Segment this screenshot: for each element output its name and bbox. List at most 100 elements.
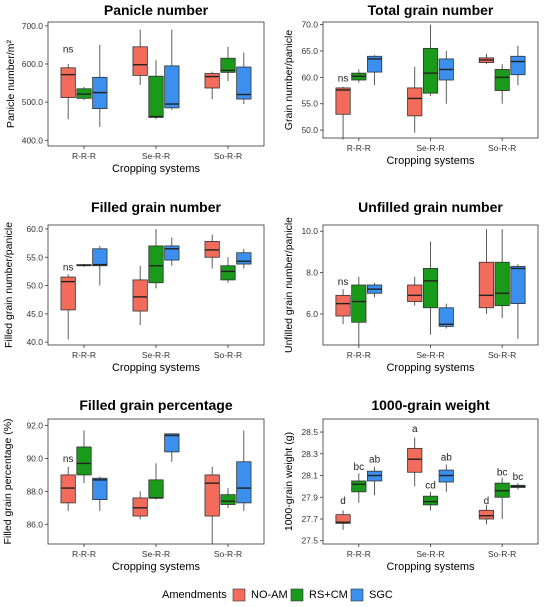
x-axis-label: Cropping systems (112, 362, 201, 374)
y-tick-label: 40.0 (26, 337, 43, 347)
box-body (60, 474, 76, 504)
legend-swatch-sgc (350, 588, 364, 602)
x-tick-label: Se-R-R (416, 143, 444, 153)
legend-label-rs-cm: RS+CM (309, 589, 348, 601)
box-rs-cm-se-r-r (148, 463, 164, 500)
box-sgc-r-r-r (92, 245, 108, 286)
panel-1000-grain-weight: 1000-grain weight 27.5 27.7 27.9 28.1 28.3 28.… (283, 397, 539, 573)
box-no-am-se-r-r (407, 66, 423, 133)
box-body (132, 279, 148, 312)
box-body (478, 261, 494, 309)
x-axis-label: Cropping systems (386, 362, 475, 374)
box-body (132, 46, 148, 76)
significance-label: ns (338, 74, 349, 85)
box-rs-cm-so-r-r (220, 46, 236, 82)
x-tick-label: So-R-R (214, 549, 242, 559)
x-tick-label: So-R-R (214, 350, 242, 360)
box-body (438, 307, 454, 327)
box-body (494, 69, 510, 91)
y-tick-label: 400.0 (22, 135, 44, 145)
y-tick-label: 500.0 (22, 97, 44, 107)
x-axis-label: Cropping systems (386, 561, 475, 573)
box-body (236, 66, 252, 100)
box-no-am-se-r-r (132, 491, 148, 520)
panel-title: Total grain number (368, 2, 494, 18)
box-sgc-se-r-r (164, 237, 180, 266)
box-body (60, 67, 76, 98)
box-no-am-so-r-r (478, 53, 494, 65)
significance-label: bc (354, 462, 365, 473)
legend: Amendments NO-AM RS+CM SGC (162, 588, 393, 602)
panel-filled-grain-percentage: Filled grain percentage 86.0 88.0 90.0 92.0 R… (2, 397, 265, 573)
box-body (220, 265, 236, 281)
box-body (236, 461, 252, 504)
significance-label: bc (497, 468, 508, 479)
box-sgc-se-r-r (438, 51, 454, 104)
y-tick-label: 700.0 (22, 21, 44, 31)
y-tick-label: 27.7 (301, 514, 318, 524)
x-tick-label: R-R-R (347, 549, 371, 559)
box-body (204, 73, 220, 89)
box-no-am-so-r-r (478, 229, 494, 314)
x-axis-label: Cropping systems (386, 155, 475, 167)
box-body (92, 248, 108, 267)
y-tick-label: 55.0 (301, 99, 318, 109)
x-tick-label: Se-R-R (416, 549, 444, 559)
significance-label: ns (63, 262, 74, 273)
box-rs-cm-so-r-r (220, 488, 236, 508)
box-sgc-so-r-r (510, 45, 526, 86)
y-tick-label: 50.0 (26, 281, 43, 291)
box-rs-cm-se-r-r (422, 241, 439, 335)
legend-label-no-am: NO-AM (251, 589, 288, 601)
y-tick-label: 27.5 (301, 536, 318, 546)
box-rs-cm-r-r-r (76, 430, 92, 484)
box-sgc-se-r-r (164, 433, 180, 462)
y-axis-label: Filled grain percentage (%) (2, 418, 14, 544)
box-body (494, 261, 510, 307)
legend-swatch-no-am (232, 588, 246, 602)
panel-unfilled-grain-number: Unfilled grain number 6.0 8.0 10.0 R-R-R Se-R… (283, 199, 539, 374)
box-no-am-r-r-r (60, 63, 76, 120)
y-tick-label: 45.0 (26, 309, 43, 319)
panel-title: 1000-grain weight (371, 397, 490, 413)
y-tick-label: 28.3 (301, 449, 318, 459)
box-no-am-so-r-r (204, 71, 220, 100)
panel-filled-grain-number: Filled grain number 40.0 45.0 50.0 55.0 60.0 R… (3, 199, 265, 374)
y-tick-label: 60.0 (301, 72, 318, 82)
box-sgc-r-r-r (367, 282, 383, 298)
y-tick-label: 65.0 (301, 46, 318, 56)
y-tick-label: 55.0 (26, 252, 43, 262)
x-axis-label: Cropping systems (112, 163, 201, 175)
box-body (407, 284, 423, 302)
box-body (351, 480, 367, 493)
x-tick-label: R-R-R (347, 350, 371, 360)
panel-total-grain-number: Total grain number 50.0 55.0 60.0 65.0 70.0 R-… (283, 2, 539, 167)
y-tick-label: 60.0 (26, 224, 43, 234)
panel-panicle-number: Panicle number 400.0 500.0 600.0 700.0 R-R-R S… (5, 2, 265, 175)
box-body (367, 55, 383, 73)
box-no-am-r-r-r (60, 274, 76, 340)
box-no-am-r-r-r (335, 510, 351, 530)
box-body (335, 87, 351, 115)
box-rs-cm-r-r-r (76, 264, 92, 267)
box-body (220, 57, 236, 73)
box-rs-cm-r-r-r (351, 69, 367, 83)
significance-label: ab (369, 454, 381, 465)
box-body (148, 245, 164, 284)
box-body (422, 268, 439, 309)
x-tick-label: R-R-R (347, 143, 371, 153)
x-tick-label: R-R-R (72, 151, 96, 161)
box-body (510, 265, 526, 305)
box-body (335, 514, 351, 524)
box-sgc-r-r-r (92, 476, 108, 512)
significance-label: cd (425, 481, 436, 492)
box-no-am-se-r-r (132, 29, 148, 85)
box-body (164, 433, 180, 453)
x-tick-label: R-R-R (72, 350, 96, 360)
box-no-am-r-r-r (335, 86, 351, 140)
panel-title: Filled grain percentage (79, 397, 232, 413)
box-sgc-se-r-r (438, 303, 454, 329)
box-sgc-so-r-r (236, 430, 252, 512)
box-rs-cm-r-r-r (351, 276, 367, 345)
significance-label: d (484, 496, 490, 507)
